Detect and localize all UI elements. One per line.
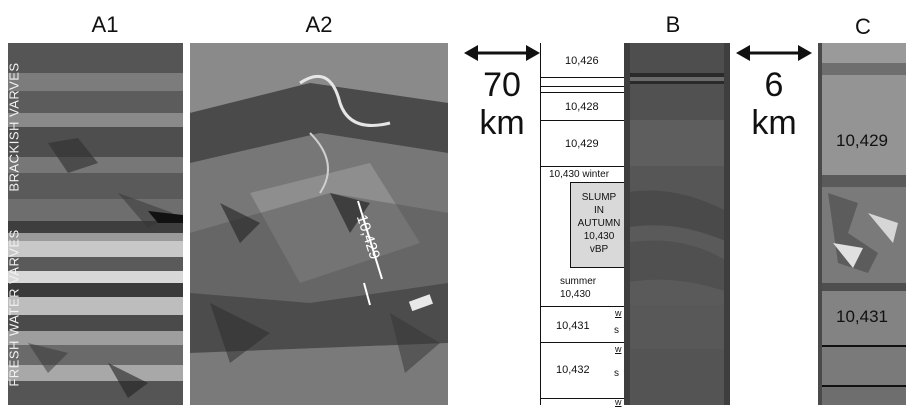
photo-a2-texture <box>190 43 448 405</box>
log-varve-10428: 10,428 <box>565 101 599 113</box>
log-winter-mark: w <box>615 397 622 407</box>
a1-brackish-label: BRACKISH VARVES <box>6 62 22 192</box>
log-winter-mark: w <box>615 308 622 318</box>
panel-label-b: B <box>665 12 681 37</box>
log-varve-10426: 10,426 <box>565 55 599 67</box>
double-arrow-6km-icon <box>736 45 812 61</box>
photo-a1 <box>8 43 183 405</box>
slump-line-5: vBP <box>589 244 609 255</box>
slump-line-3: AUTUMN <box>577 218 621 229</box>
photo-c: 10,429 10,431 <box>818 43 906 405</box>
log-varve-10432: 10,432 <box>556 364 590 376</box>
log-line <box>540 166 624 167</box>
log-summer-mark: s <box>614 368 619 379</box>
log-line <box>540 86 624 87</box>
distance-70-unit: km <box>479 104 525 142</box>
log-summer-label: summer <box>560 276 597 287</box>
c-label-10429: 10,429 <box>836 131 888 150</box>
log-line <box>540 306 624 307</box>
photo-a2: 10,429 <box>190 43 448 405</box>
log-line <box>540 398 624 399</box>
log-summer-year: 10,430 <box>560 289 591 300</box>
photo-a1-texture <box>8 43 183 405</box>
log-varve-10429: 10,429 <box>565 138 599 150</box>
photo-c-texture <box>818 43 906 405</box>
distance-6-value: 6 <box>764 66 784 104</box>
log-varve-10431: 10,431 <box>556 320 590 332</box>
slump-line-1: SLUMP <box>581 192 617 203</box>
slump-box: SLUMP IN AUTUMN 10,430 vBP <box>570 182 628 268</box>
distance-6-unit: km <box>751 104 797 142</box>
log-border-left <box>540 43 541 405</box>
log-varve-10430-winter: 10,430 winter <box>549 169 610 180</box>
log-line <box>540 342 624 343</box>
photo-b-texture <box>624 43 730 405</box>
photo-b <box>624 43 730 405</box>
c-label-10431: 10,431 <box>836 307 888 326</box>
log-winter-mark: w <box>615 344 622 354</box>
panel-label-a2: A2 <box>305 12 333 37</box>
log-line <box>540 77 624 78</box>
panel-label-c: C <box>855 14 871 39</box>
log-line <box>540 92 624 93</box>
distance-70-value: 70 <box>483 66 521 104</box>
a1-freshwater-label: FRESH WATER VARVES <box>6 229 22 387</box>
slump-line-2: IN <box>594 205 604 216</box>
panel-label-a1: A1 <box>91 12 119 37</box>
log-line <box>540 120 624 121</box>
double-arrow-70km-icon <box>464 45 540 61</box>
a2-varve-marker <box>357 200 383 306</box>
log-summer-mark: s <box>614 325 619 336</box>
slump-line-4: 10,430 <box>583 231 615 242</box>
